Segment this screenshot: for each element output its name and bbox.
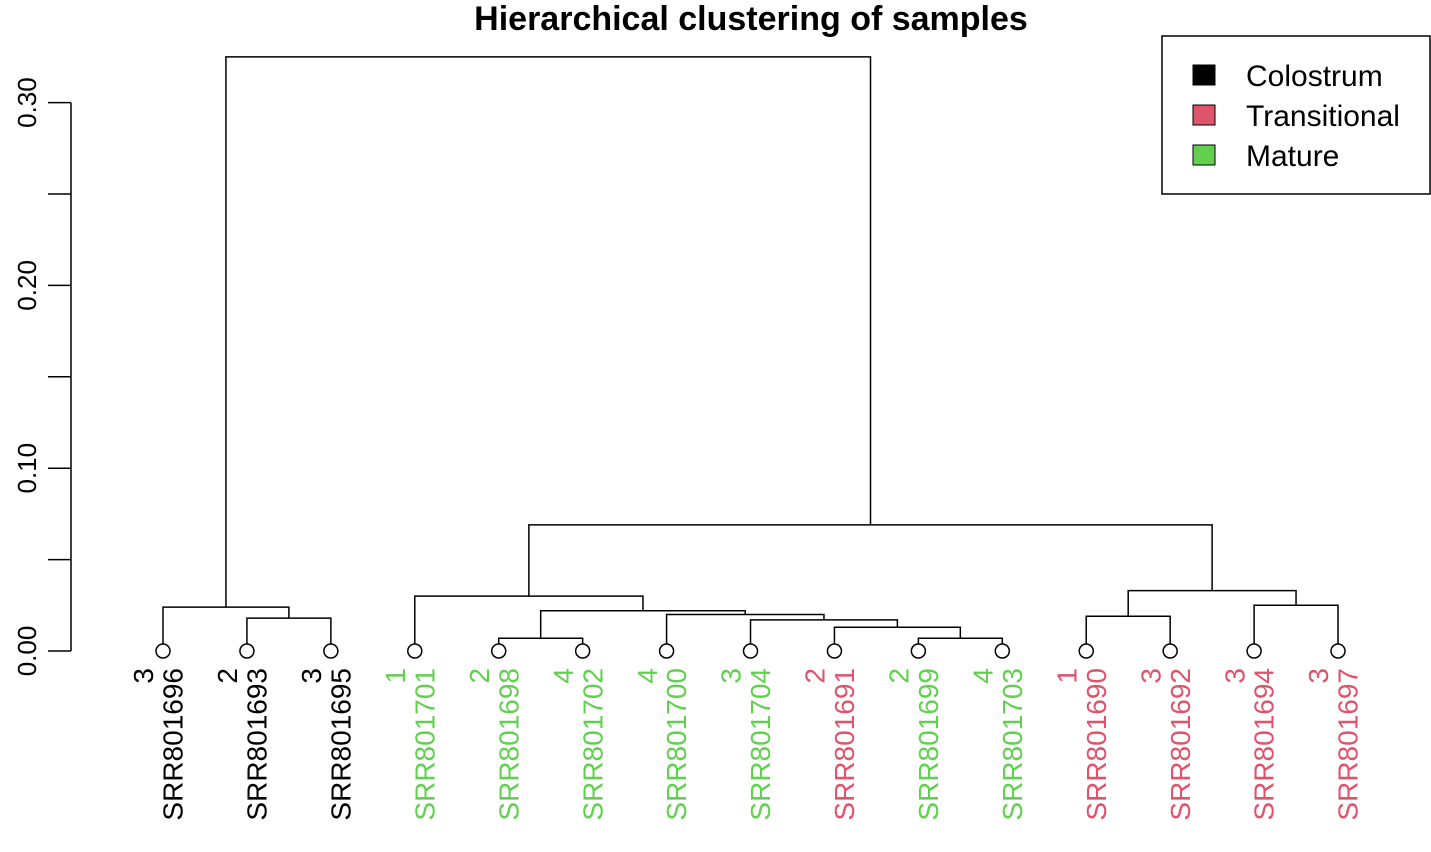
y-tick-label: 0.10: [12, 443, 42, 494]
leaf-group-number: 2: [464, 668, 495, 684]
merge-branch-2: [497, 637, 584, 651]
leaf-group-number: 4: [632, 668, 663, 684]
leaf-node-marker: [239, 643, 255, 659]
merge-branch-10: [1253, 604, 1339, 651]
leaf-group-number: 1: [1051, 668, 1082, 684]
leaf-node-marker: [1078, 643, 1094, 659]
leaf-sample-id: SRR801695: [325, 668, 356, 821]
leaf-label: 1SRR801690: [1051, 668, 1111, 821]
leaf-group-number: 4: [968, 668, 999, 684]
merge-branch-0: [246, 617, 332, 651]
leaf-label: 4SRR801702: [548, 668, 608, 821]
leaf-sample-id: SRR801693: [242, 668, 273, 821]
leaf-sample-id: SRR801703: [997, 668, 1028, 821]
leaf-group-number: 3: [1219, 668, 1250, 684]
leaf-sample-id: SRR801698: [493, 668, 524, 821]
leaf-sample-id: SRR801699: [913, 668, 944, 821]
merge-branch-4: [833, 626, 962, 651]
leaf-node-marker: [994, 643, 1011, 659]
leaf-label: 3SRR801692: [1135, 668, 1195, 821]
leaf-sample-id: SRR801696: [158, 668, 189, 821]
leaf-label: 4SRR801700: [632, 668, 692, 821]
leaf-node-marker: [742, 643, 759, 659]
merge-branch-13: [225, 56, 872, 608]
leaf-sample-id: SRR801694: [1249, 668, 1280, 821]
y-axis: 0.00 0.10 0.20 0.30: [12, 77, 72, 677]
leaf-node-marker: [155, 643, 171, 659]
legend-label-transitional: Transitional: [1246, 100, 1400, 133]
leaf-sample-id: SRR801691: [829, 668, 860, 821]
leaf-sample-id: SRR801702: [577, 668, 608, 821]
leaf-labels: 3SRR801696 2SRR801693 3SRR801695 1SRR801701…: [128, 643, 1364, 821]
y-tick-label: 0.30: [12, 77, 42, 128]
leaf-group-number: 3: [296, 668, 327, 684]
leaf-node-marker: [490, 643, 507, 659]
leaf-node-marker: [323, 643, 339, 659]
leaf-node-marker: [910, 643, 927, 659]
leaf-node-marker: [1330, 643, 1346, 659]
leaf-label: 1SRR801701: [380, 668, 440, 821]
merge-branch-11: [1127, 589, 1297, 617]
merge-branch-9: [1085, 615, 1171, 651]
legend-label-colostrum: Colostrum: [1246, 60, 1383, 93]
leaf-label: 2SRR801693: [212, 668, 272, 821]
leaf-node-marker: [407, 643, 423, 659]
legend-swatch-mature: [1192, 144, 1216, 166]
leaf-label: 2SRR801698: [464, 668, 524, 821]
leaf-sample-id: SRR801704: [745, 668, 776, 821]
leaf-group-number: 2: [884, 668, 915, 684]
leaf-group-number: 2: [800, 668, 831, 684]
leaf-sample-id: SRR801701: [409, 668, 440, 821]
y-tick-label: 0.20: [12, 260, 42, 311]
leaf-label: 3SRR801696: [128, 668, 188, 821]
leaf-group-number: 3: [716, 668, 747, 684]
leaf-node-marker: [574, 643, 591, 659]
chart-title: Hierarchical clustering of samples: [474, 0, 1028, 38]
leaf-group-number: 1: [380, 668, 411, 684]
leaf-label: 3SRR801704: [716, 668, 776, 821]
legend-swatch-transitional: [1192, 104, 1216, 126]
merge-branch-5: [749, 619, 899, 651]
leaf-node-marker: [1246, 643, 1262, 659]
leaf-sample-id: SRR801692: [1165, 668, 1196, 821]
leaf-sample-id: SRR801697: [1333, 668, 1364, 821]
legend-swatch-colostrum: [1192, 64, 1216, 86]
leaf-group-number: 3: [1135, 668, 1166, 684]
leaf-label: 4SRR801703: [968, 668, 1028, 821]
legend-label-mature: Mature: [1246, 140, 1339, 173]
leaf-group-number: 3: [128, 668, 159, 684]
leaf-label: 3SRR801694: [1219, 668, 1279, 821]
y-tick-label: 0.00: [12, 626, 42, 677]
leaf-group-number: 4: [548, 668, 579, 684]
leaf-node-marker: [1162, 643, 1178, 659]
leaf-sample-id: SRR801700: [661, 668, 692, 821]
merge-branch-12: [528, 524, 1213, 597]
leaf-label: 3SRR801697: [1303, 668, 1363, 821]
leaf-group-number: 3: [1303, 668, 1334, 684]
leaf-group-number: 2: [212, 668, 243, 684]
leaf-node-marker: [826, 643, 843, 659]
merge-branch-1: [162, 606, 290, 651]
leaf-label: 3SRR801695: [296, 668, 356, 821]
leaf-label: 2SRR801691: [800, 668, 860, 821]
leaf-sample-id: SRR801690: [1081, 668, 1112, 821]
merge-branch-8: [414, 595, 644, 651]
leaf-node-marker: [658, 643, 675, 659]
leaf-label: 2SRR801699: [884, 668, 944, 821]
legend: Colostrum Transitional Mature: [1161, 35, 1431, 195]
merge-branch-3: [917, 637, 1004, 651]
